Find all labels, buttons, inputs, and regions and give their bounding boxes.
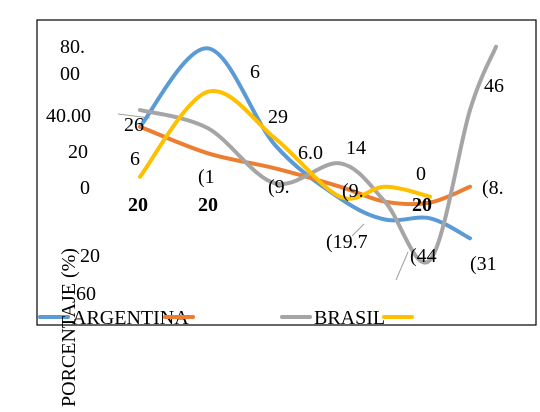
data-labels: 26 6 (1 6 29 (9. 6.0 14 (9. 0 (19.7 (44 (31 46 (8. (124, 61, 504, 275)
y-axis-label: PORCENTAJE (%) (58, 248, 80, 407)
legend-label: ARGENTINA (72, 307, 189, 329)
series-line-0 (138, 46, 472, 241)
series-line-3 (138, 88, 432, 201)
y-tick-label: 20 (68, 141, 88, 163)
data-label: 6 (130, 148, 140, 170)
x-tick-label: 20 (198, 194, 218, 216)
series-line-1 (138, 124, 472, 207)
data-label: 0 (416, 163, 426, 185)
legend: ARGENTINA BRASIL (38, 307, 414, 329)
data-label: 26 (124, 114, 144, 136)
leader-line-1 (351, 223, 365, 237)
data-label: 29 (268, 106, 288, 128)
data-label: (8. (482, 177, 504, 199)
data-label: 6 (250, 61, 260, 83)
data-label: 6.0 (298, 142, 323, 164)
data-label: (9. (268, 176, 290, 198)
data-label: 14 (346, 137, 366, 159)
x-tick-label: 20 (128, 194, 148, 216)
y-tick-label: 80. (60, 36, 85, 58)
y-tick-label: 0 (80, 177, 90, 199)
data-label: (31 (470, 253, 497, 275)
y-tick-labels: 80. 00 40.00 20 0 20 60 (46, 36, 100, 305)
y-tick-label: 40.00 (46, 105, 91, 127)
legend-label: BRASIL (314, 307, 385, 329)
data-label: (44 (410, 245, 437, 267)
data-label: (19.7 (326, 231, 368, 253)
x-tick-label: 20 (412, 194, 432, 216)
y-tick-label: 20 (80, 245, 100, 267)
series-line-2 (138, 44, 498, 265)
x-tick-labels: 20 20 20 (128, 194, 432, 216)
y-tick-label: 60 (76, 283, 96, 305)
data-label: (9. (342, 180, 364, 202)
leader-line-2 (395, 251, 409, 281)
data-label: (1 (198, 166, 215, 188)
y-tick-label: 00 (60, 63, 80, 85)
series-lines (138, 44, 498, 265)
data-label: 46 (484, 75, 504, 97)
